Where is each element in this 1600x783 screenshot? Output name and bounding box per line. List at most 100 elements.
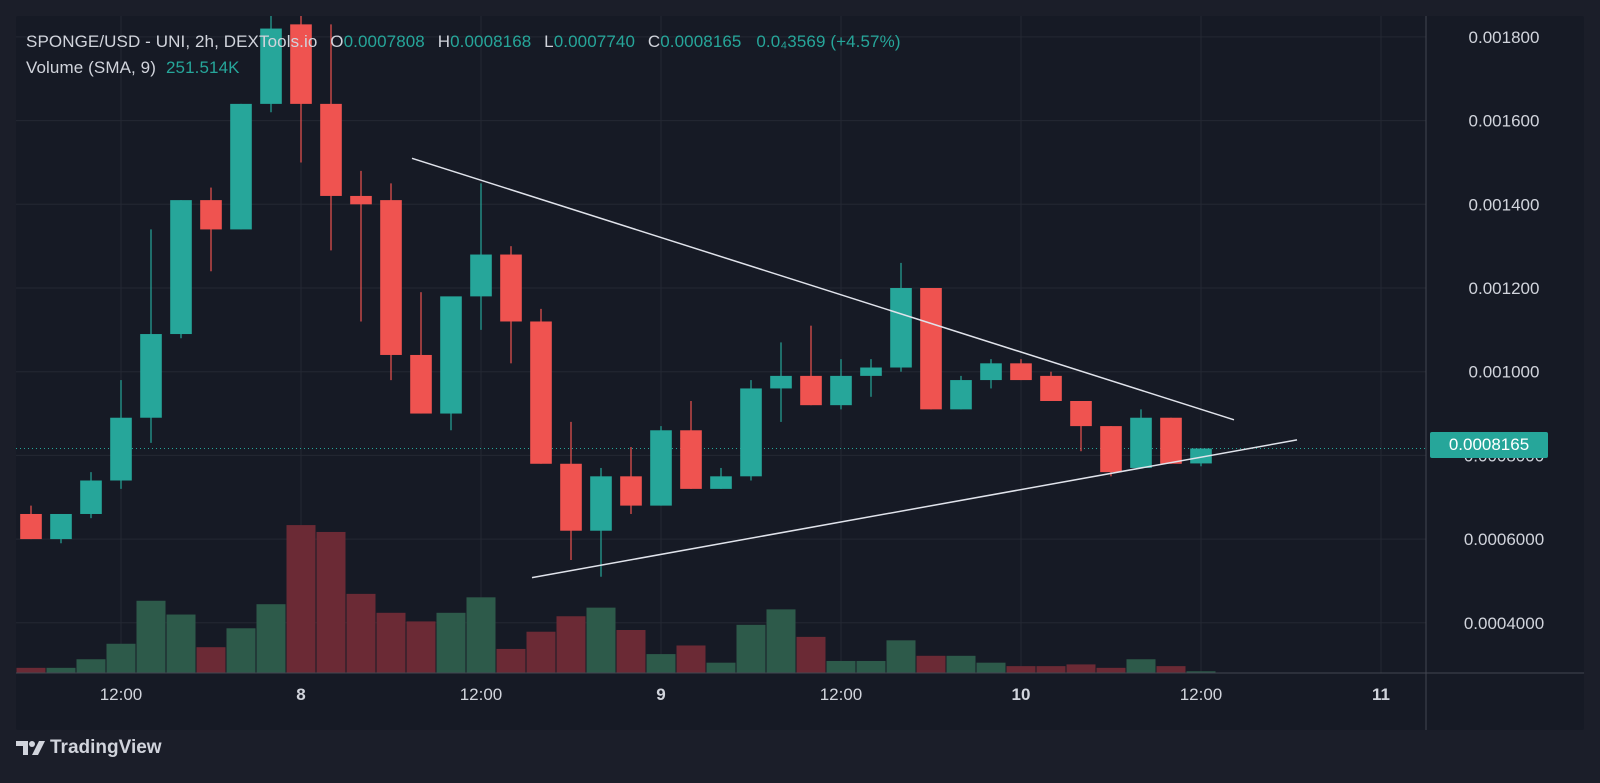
open-label: O: [330, 32, 344, 51]
candle-body: [1130, 417, 1152, 468]
candle-body: [1100, 426, 1122, 473]
volume-label[interactable]: Volume (SMA, 9): [26, 58, 156, 77]
high-label: H: [437, 32, 451, 51]
volume-bar: [46, 667, 76, 673]
candles: [20, 16, 1212, 577]
candle-body: [350, 195, 372, 205]
volume-bar: [76, 659, 106, 673]
volume-bar: [196, 647, 226, 673]
volume-bar: [1126, 659, 1156, 673]
volume-bar: [1036, 666, 1066, 673]
candle-body: [1190, 448, 1212, 464]
candle-body: [650, 430, 672, 506]
volume-bar: [796, 636, 826, 673]
candle-body: [380, 200, 402, 355]
candle-body: [560, 463, 582, 531]
change-value: 0.0₄3569 (+4.57%): [756, 32, 901, 51]
candle-body: [50, 513, 72, 540]
candle-body: [230, 103, 252, 230]
candle-body: [440, 296, 462, 414]
candle-body: [1070, 400, 1092, 427]
price-axis-label: 0.001600: [1469, 112, 1540, 131]
volume-bar: [316, 531, 346, 673]
candle-body: [1010, 363, 1032, 381]
low-value: 0.0007740: [553, 32, 635, 51]
volume-bar: [946, 655, 976, 673]
price-axis-label: 0.001200: [1469, 279, 1540, 298]
trendline: [411, 157, 1235, 421]
grid: [16, 16, 1426, 673]
candle-body: [140, 334, 162, 418]
symbol-title[interactable]: SPONGE/USD - UNI, 2h, DEXTools.io: [26, 32, 318, 51]
time-axis-label: 12:00: [1180, 685, 1223, 704]
candle-body: [530, 321, 552, 464]
volume-bar: [976, 662, 1006, 673]
chart-panel[interactable]: 0.00040000.00060000.00080000.0010000.001…: [16, 16, 1584, 730]
volume-bar: [376, 612, 406, 673]
volume-bar: [166, 614, 196, 673]
chart-legend: SPONGE/USD - UNI, 2h, DEXTools.io O0.000…: [26, 29, 901, 81]
axes: 0.00040000.00060000.00080000.0010000.001…: [16, 16, 1584, 730]
volume-bar: [916, 655, 946, 673]
price-axis-label: 0.001000: [1469, 363, 1540, 382]
time-axis-label: 12:00: [820, 685, 863, 704]
candle-body: [170, 200, 192, 335]
time-axis-label: 10: [1012, 685, 1031, 704]
candle-body: [410, 354, 432, 414]
footer: TradingView: [16, 733, 162, 763]
tradingview-brand[interactable]: TradingView: [50, 737, 162, 758]
time-axis-label: 11: [1372, 685, 1390, 704]
volume-bar: [826, 660, 856, 673]
volume-bar: [676, 645, 706, 673]
candle-body: [950, 380, 972, 410]
candle-body: [770, 375, 792, 389]
candle-body: [290, 24, 312, 104]
volume-bar: [856, 660, 886, 673]
time-axis-label: 8: [296, 685, 305, 704]
price-axis-label: 0.001800: [1469, 28, 1540, 47]
trendline: [531, 439, 1298, 579]
price-axis-label: 0.0006000: [1464, 530, 1544, 549]
tradingview-logo-icon[interactable]: [16, 738, 46, 758]
volume-bar: [286, 525, 316, 673]
volume-bars: [16, 525, 1216, 673]
volume-bar: [1006, 666, 1036, 673]
volume-bar: [646, 654, 676, 673]
candle-body: [470, 254, 492, 297]
volume-bar: [886, 640, 916, 673]
volume-bar: [1186, 671, 1216, 673]
candle-body: [260, 28, 282, 104]
candle-body: [680, 430, 702, 489]
price-axis-label: 0.001400: [1469, 195, 1540, 214]
volume-bar: [136, 600, 166, 673]
volume-bar: [256, 604, 286, 673]
time-axis-label: 12:00: [460, 685, 503, 704]
candle-body: [920, 288, 942, 410]
candle-body: [830, 375, 852, 406]
candle-body: [500, 254, 522, 322]
volume-bar: [736, 624, 766, 673]
candle-body: [710, 476, 732, 489]
volume-bar: [766, 609, 796, 673]
price-chart[interactable]: 0.00040000.00060000.00080000.0010000.001…: [16, 16, 1584, 730]
high-value: 0.0008168: [450, 32, 532, 51]
candle-body: [200, 200, 222, 230]
candle-body: [1040, 375, 1062, 401]
volume-bar: [436, 612, 466, 673]
price-axis-label: 0.0004000: [1464, 614, 1544, 633]
volume-bar: [556, 616, 586, 673]
candle-body: [890, 288, 912, 368]
volume-bar: [406, 621, 436, 673]
candle-body: [590, 476, 612, 531]
candle-body: [620, 476, 642, 506]
candle-body: [20, 513, 42, 540]
low-label: L: [544, 32, 554, 51]
candle-body: [740, 388, 762, 477]
open-value: 0.0007808: [343, 32, 425, 51]
volume-bar: [1066, 664, 1096, 673]
volume-bar: [1096, 667, 1126, 673]
volume-bar: [496, 648, 526, 673]
trendlines[interactable]: [411, 157, 1298, 579]
volume-bar: [706, 662, 736, 673]
close-value: 0.0008165: [660, 32, 742, 51]
